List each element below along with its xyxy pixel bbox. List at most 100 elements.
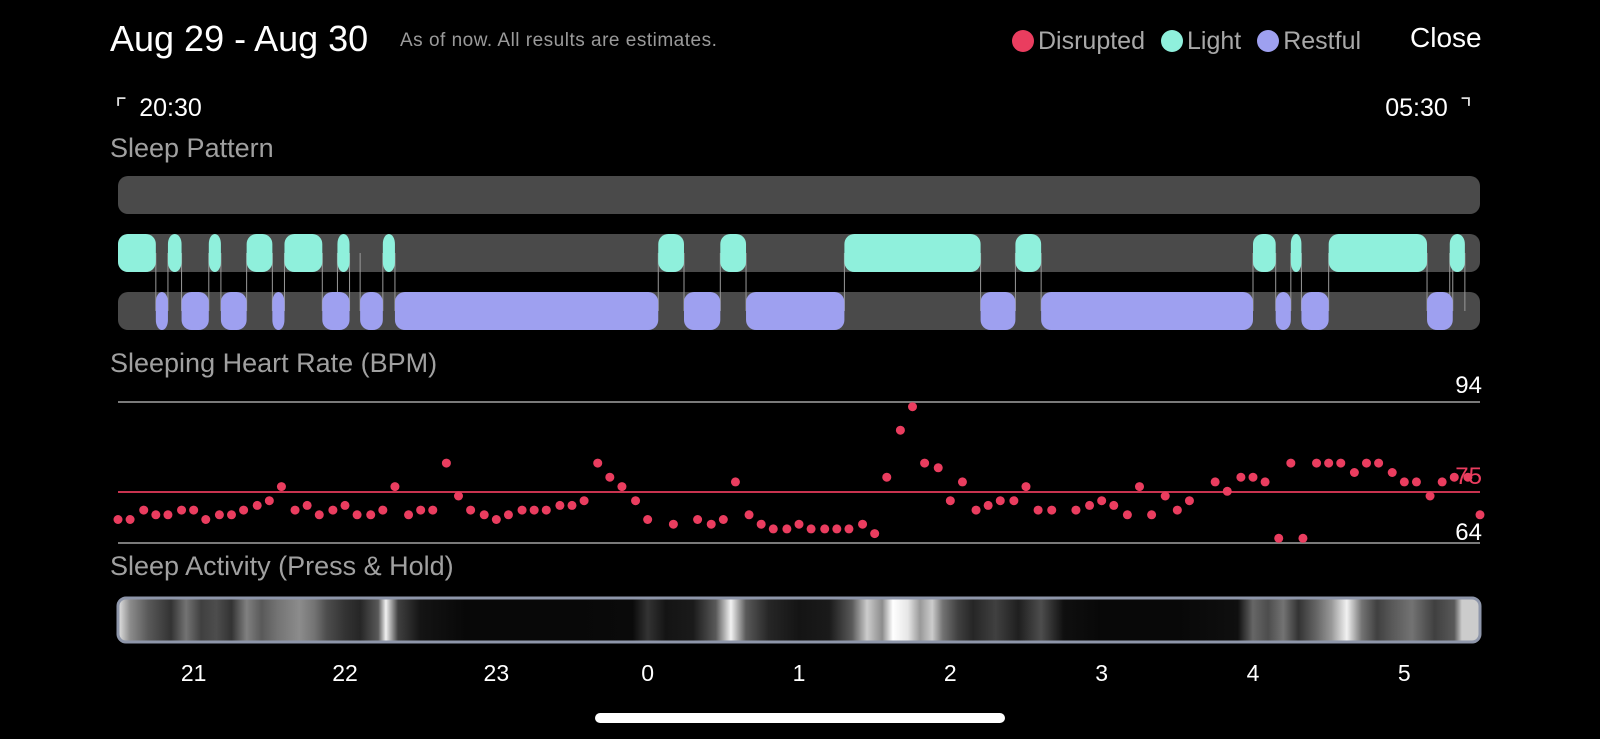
restful-segment bbox=[181, 292, 209, 330]
heart-rate-point bbox=[920, 458, 930, 468]
heart-rate-point bbox=[1260, 477, 1270, 487]
heart-rate-point bbox=[302, 500, 312, 510]
heart-rate-point bbox=[794, 519, 804, 529]
legend-label: Disrupted bbox=[1038, 26, 1145, 55]
sleep-pattern-title: Sleep Pattern bbox=[110, 133, 274, 163]
axis-tick-label: 5 bbox=[1397, 660, 1411, 686]
restful-segment bbox=[1301, 292, 1329, 330]
heart-rate-point bbox=[1324, 458, 1334, 468]
heart-rate-point bbox=[276, 482, 286, 492]
heart-rate-point bbox=[1109, 500, 1119, 510]
heart-rate-point bbox=[366, 510, 376, 520]
start-time: 20:30 bbox=[139, 94, 202, 122]
close-button[interactable]: Close bbox=[1410, 22, 1482, 53]
page-title: Aug 29 - Aug 30 bbox=[110, 18, 369, 59]
heart-rate-point bbox=[290, 505, 300, 515]
axis-tick-label: 0 bbox=[641, 660, 655, 686]
end-time: 05:30 bbox=[1385, 94, 1448, 122]
heart-rate-point bbox=[1399, 477, 1409, 487]
heart-rate-point bbox=[933, 463, 943, 473]
heart-rate-point bbox=[201, 515, 211, 524]
heart-rate-point bbox=[163, 510, 173, 520]
heart-rate-point bbox=[1122, 510, 1132, 520]
heart-rate-point bbox=[617, 482, 627, 492]
heart-rate-point bbox=[1147, 510, 1157, 520]
axis-tick-label: 2 bbox=[943, 660, 957, 686]
heart-rate-point bbox=[858, 519, 868, 529]
heart-rate-point bbox=[1463, 472, 1473, 482]
heart-rate-point bbox=[882, 472, 892, 482]
heart-rate-point bbox=[730, 477, 740, 487]
bracket-right-icon: ⌝ bbox=[1459, 93, 1472, 123]
heart-rate-point bbox=[390, 482, 400, 492]
restful-segment bbox=[1275, 292, 1291, 330]
heart-rate-point bbox=[428, 505, 438, 515]
heart-rate-point bbox=[1411, 477, 1421, 487]
light-segment bbox=[208, 234, 221, 272]
disrupted-dot-icon bbox=[1012, 30, 1034, 52]
heart-rate-point bbox=[1097, 496, 1107, 506]
restful-segment bbox=[322, 292, 350, 330]
heart-rate-point bbox=[189, 505, 199, 515]
legend-item-restful: Restful bbox=[1257, 27, 1361, 56]
heart-rate-point bbox=[643, 515, 653, 524]
sleep-pattern-chart[interactable] bbox=[0, 0, 1600, 340]
heart-rate-point bbox=[1236, 472, 1246, 482]
min-label: 64 bbox=[1455, 519, 1482, 546]
heart-rate-point bbox=[491, 515, 501, 524]
heart-rate-point bbox=[517, 505, 527, 515]
light-segment bbox=[720, 234, 747, 272]
sleep-activity-strip[interactable] bbox=[0, 595, 1600, 655]
heart-rate-point bbox=[454, 491, 463, 501]
heart-rate-point bbox=[1475, 510, 1485, 520]
light-segment bbox=[1253, 234, 1276, 272]
heart-rate-point bbox=[971, 505, 981, 515]
legend-label: Light bbox=[1187, 26, 1242, 55]
heart-rate-point bbox=[1362, 458, 1371, 468]
heart-rate-point bbox=[693, 515, 703, 524]
heart-rate-point bbox=[1009, 496, 1019, 506]
heart-rate-point bbox=[832, 524, 842, 534]
heart-rate-point bbox=[441, 458, 451, 468]
heart-rate-point bbox=[239, 505, 249, 515]
heart-rate-point bbox=[995, 496, 1005, 506]
heart-rate-point bbox=[744, 510, 754, 520]
heart-rate-point bbox=[352, 510, 362, 520]
restful-dot-icon bbox=[1257, 30, 1280, 52]
light-segment bbox=[246, 234, 273, 272]
restful-segment bbox=[155, 292, 168, 330]
heart-rate-point bbox=[718, 515, 728, 524]
light-segment bbox=[1290, 234, 1302, 272]
light-segment bbox=[658, 234, 684, 272]
heart-rate-point bbox=[378, 505, 388, 515]
heart-rate-point bbox=[1349, 468, 1359, 477]
heart-rate-point bbox=[1298, 533, 1308, 543]
heart-rate-point bbox=[844, 524, 854, 534]
axis-tick-label: 1 bbox=[792, 660, 806, 686]
heart-rate-point bbox=[503, 510, 513, 520]
heart-rate-point bbox=[1222, 486, 1232, 496]
heart-rate-point bbox=[479, 510, 489, 520]
heart-rate-point bbox=[908, 402, 917, 412]
heart-rate-point bbox=[1135, 482, 1144, 492]
heart-rate-point bbox=[125, 515, 135, 524]
heart-rate-point bbox=[1184, 496, 1194, 506]
time-axis: 21 22 23 0 1 2 3 4 5 bbox=[0, 660, 1600, 690]
restful-segment bbox=[980, 292, 1016, 330]
heart-rate-point bbox=[340, 500, 350, 510]
home-indicator[interactable] bbox=[595, 713, 1005, 723]
light-segment bbox=[844, 234, 981, 272]
heart-rate-point bbox=[1425, 491, 1435, 501]
heart-rate-point bbox=[314, 510, 324, 520]
axis-tick-label: 4 bbox=[1246, 660, 1260, 686]
restful-segment bbox=[1427, 292, 1453, 330]
heart-rate-point bbox=[252, 500, 262, 510]
legend-item-disrupted: Disrupted bbox=[1012, 27, 1145, 56]
axis-tick-label: 21 bbox=[180, 660, 207, 686]
heart-rate-point bbox=[593, 458, 603, 468]
light-segment bbox=[118, 234, 156, 272]
restful-segment bbox=[1041, 292, 1253, 330]
heart-rate-chart[interactable]: 94 75 64 bbox=[0, 360, 1600, 560]
heart-rate-point bbox=[870, 529, 880, 539]
heart-rate-point bbox=[631, 496, 641, 506]
